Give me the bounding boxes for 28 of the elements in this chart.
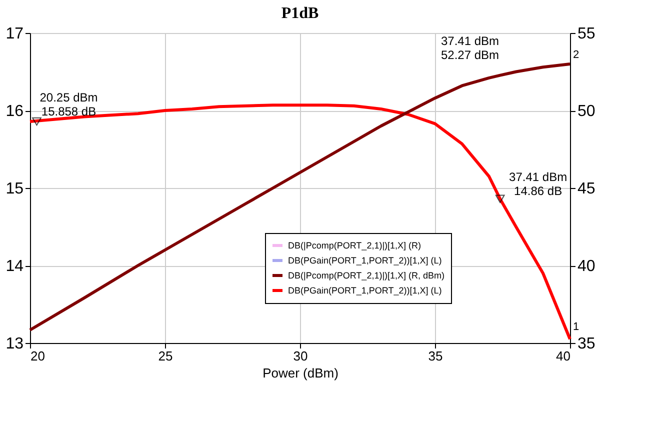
legend-label: DB(|Pcomp(PORT_2,1)|)[1,X] (R, dBm) bbox=[288, 270, 445, 280]
y-tick-label: 17 bbox=[6, 26, 24, 42]
line-series bbox=[28, 62, 572, 332]
x-tick-label: 20 bbox=[30, 348, 45, 364]
text: 1 bbox=[572, 321, 580, 333]
x-tick-label: 30 bbox=[293, 348, 308, 364]
chart-title: P1dB bbox=[281, 5, 319, 22]
annotation: 37.41 dBm 52.27 dBm bbox=[440, 34, 500, 62]
y-tick-label: 16 bbox=[6, 103, 24, 120]
x-tick-label: 35 bbox=[428, 348, 443, 364]
line-series bbox=[28, 104, 572, 341]
y2-tick-label: 40 bbox=[578, 258, 596, 275]
legend-label: DB(|Pcomp(PORT_2,1)|)[1,X] (R) bbox=[288, 240, 422, 250]
x-axis-title: Power (dBm) bbox=[262, 366, 338, 380]
annotation: 20.25 dBm 15.858 dB bbox=[40, 90, 98, 119]
y2-tick-label: 55 bbox=[578, 26, 596, 42]
legend-label: DB(PGain(PORT_1,PORT_2))[1,X] (L) bbox=[288, 256, 442, 266]
y2-tick-label: 35 bbox=[578, 336, 596, 352]
text: 2 bbox=[572, 49, 580, 61]
y-tick-label: 13 bbox=[6, 336, 24, 352]
x-tick-label: 25 bbox=[158, 348, 173, 364]
y-tick-label: 15 bbox=[6, 180, 24, 198]
y2-tick-label: 50 bbox=[578, 103, 596, 120]
legend-label: DB(PGain(PORT_1,PORT_2))[1,X] (L) bbox=[288, 286, 442, 296]
annotation: 37.41 dBm 14.86 dB bbox=[509, 170, 568, 198]
x-tick-label: 40 bbox=[556, 348, 570, 364]
y-tick-label: 14 bbox=[6, 258, 24, 275]
y2-tick-label: 45 bbox=[578, 180, 596, 198]
